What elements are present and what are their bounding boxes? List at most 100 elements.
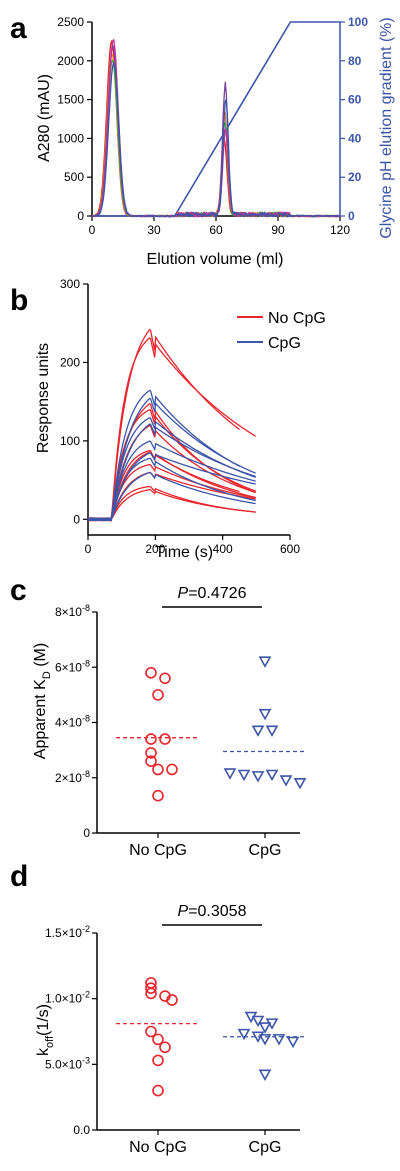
panel-c-ylabel: Apparent KD (M) xyxy=(32,643,53,759)
panel-c-point-no-cpg xyxy=(152,789,164,802)
panel-d-point-no-cpg xyxy=(152,1033,164,1046)
panel-d-point-no-cpg xyxy=(152,1084,164,1097)
panel-c-point-cpg xyxy=(251,725,265,737)
panel-b-ytick-label: 0 xyxy=(73,512,80,526)
panel-c-point-cpg xyxy=(237,769,251,782)
panel-c-point-no-cpg xyxy=(145,747,157,759)
panel-c-ytick-label: 8×10-8 xyxy=(55,603,90,619)
panel-c-point-cpg xyxy=(265,725,279,737)
panel-a-xtick-label: 60 xyxy=(209,223,223,237)
panel-d-point-cpg xyxy=(237,1028,251,1041)
panel-a-ytick-label: 1500 xyxy=(57,93,84,107)
panel-d-ytick-label: 0.0 xyxy=(73,1123,90,1137)
panel-d-point-no-cpg xyxy=(152,1054,164,1067)
panel-d-ylabel: koff(1/s) xyxy=(35,1004,56,1056)
panel-c-point-cpg xyxy=(293,777,307,790)
panel-a-y2tick-label: 20 xyxy=(348,170,362,184)
panel-d-point-cpg xyxy=(251,1015,265,1028)
panel-c: c 8×10-8 6×10-8 4×10-8 2×10-8 0 No CpG CpG P=0… xyxy=(10,574,307,859)
panel-d-ytick-label: 1.5×10-2 xyxy=(45,924,90,940)
panel-a-xtick-label: 90 xyxy=(271,223,285,237)
panel-b-ytick-label: 100 xyxy=(60,434,80,448)
panel-d-point-no-cpg xyxy=(159,1041,171,1054)
panel-c-point-no-cpg xyxy=(159,672,171,685)
panel-c-point-cpg xyxy=(279,775,293,787)
panel-c-point-cpg xyxy=(258,656,272,668)
panel-b-tick-labels: 0 100 200 300 0 200 400 600 xyxy=(60,277,300,556)
panel-d-ytick-label: 1.0×10-2 xyxy=(45,990,90,1006)
panel-a-y2tick-label: 40 xyxy=(348,131,362,145)
panel-b-curve-cpg xyxy=(87,440,256,522)
panel-d-points xyxy=(116,977,307,1097)
panel-d-point-no-cpg xyxy=(145,1025,157,1038)
panel-b-curve-cpg xyxy=(87,471,256,522)
panel-b-ytick-label: 300 xyxy=(60,277,80,291)
panel-c-tick-labels: 8×10-8 6×10-8 4×10-8 2×10-8 0 No CpG CpG xyxy=(55,603,282,859)
panel-c-p-value: P=0.4726 xyxy=(178,585,247,602)
panel-c-point-no-cpg xyxy=(152,763,164,776)
panel-a-axes xyxy=(87,21,345,221)
panel-c-point-no-cpg xyxy=(145,733,157,745)
panel-d-label: d xyxy=(10,860,28,893)
panel-b-xtick-label: 600 xyxy=(280,542,300,556)
panel-b-ylabel: Response units xyxy=(35,343,52,453)
panel-b: b 0 100 200 300 0 200 400 600 No CpG CpG Time (… xyxy=(10,277,326,561)
panel-c-axes xyxy=(92,611,300,838)
panel-c-point-cpg xyxy=(223,768,237,780)
panel-a-ytick-label: 0 xyxy=(77,209,84,223)
panel-c-point-cpg xyxy=(265,769,279,782)
panel-d-point-cpg xyxy=(272,1034,286,1046)
panel-d-p-value: P=0.3058 xyxy=(178,903,247,920)
panel-c-point-no-cpg xyxy=(145,755,157,767)
panel-a-trace xyxy=(91,45,340,218)
panel-b-ytick-label: 200 xyxy=(60,355,80,369)
panel-d-tick-labels: 1.5×10-2 1.0×10-2 5.0×10-3 0.0 No CpG CpG xyxy=(45,924,282,1156)
panel-b-label: b xyxy=(10,284,28,317)
panel-c-ytick-label: 6×10-8 xyxy=(55,658,90,674)
panel-a-ytick-label: 1000 xyxy=(57,131,84,145)
panel-a-trace xyxy=(91,59,341,218)
panel-d-point-cpg xyxy=(258,1069,272,1081)
panel-b-legend: No CpG CpG xyxy=(237,310,326,352)
panel-b-xtick-label: 0 xyxy=(85,542,92,556)
panel-b-curve-cpg xyxy=(87,457,256,522)
panel-b-xtick-label: 400 xyxy=(213,542,233,556)
panel-a-ytick-label: 500 xyxy=(64,170,84,184)
panel-b-xtick-label: 200 xyxy=(145,542,165,556)
panel-a-ylabel: A280 (mAU) xyxy=(36,74,53,162)
panel-b-xlabel: Time (s) xyxy=(155,544,213,561)
panel-a-ytick-label: 2000 xyxy=(57,54,84,68)
panel-a-xtick-label: 0 xyxy=(89,223,96,237)
panel-c-ytick-label: 4×10-8 xyxy=(55,714,90,730)
panel-a-y2tick-label: 60 xyxy=(348,93,362,107)
panel-c-point-cpg xyxy=(251,771,265,783)
panel-a-y2tick-label: 0 xyxy=(348,209,355,223)
panel-c-xtick-label: CpG xyxy=(249,842,282,859)
panel-d-point-no-cpg xyxy=(145,982,157,994)
panel-c-point-cpg xyxy=(258,708,272,721)
panel-d-ytick-label: 5.0×10-3 xyxy=(45,1055,90,1071)
panel-a-trace xyxy=(91,53,341,218)
panel-a-y2tick-label: 100 xyxy=(348,15,368,29)
panel-a-trace xyxy=(91,40,341,218)
panel-d-point-cpg xyxy=(258,1034,272,1046)
panel-a-label: a xyxy=(10,12,27,45)
panel-c-label: c xyxy=(10,574,27,607)
panel-a-xtick-label: 30 xyxy=(147,223,161,237)
panel-b-curve-no-cpg xyxy=(87,488,256,522)
panel-d-point-no-cpg xyxy=(166,994,178,1006)
panel-a-gradient-line xyxy=(92,21,340,217)
panel-d-axes xyxy=(92,932,300,1135)
panel-c-point-no-cpg xyxy=(145,666,157,679)
panel-c-points xyxy=(116,656,307,802)
panel-a-trace xyxy=(91,62,341,218)
panel-b-curves xyxy=(87,328,257,523)
panel-b-curve-no-cpg xyxy=(88,337,257,522)
panel-a-trace xyxy=(91,39,341,218)
panel-d-xtick-label: CpG xyxy=(249,1139,282,1156)
panel-c-point-no-cpg xyxy=(159,733,171,745)
panel-c-ytick-label: 2×10-8 xyxy=(55,769,90,785)
panel-d-xtick-label: No CpG xyxy=(129,1139,187,1156)
